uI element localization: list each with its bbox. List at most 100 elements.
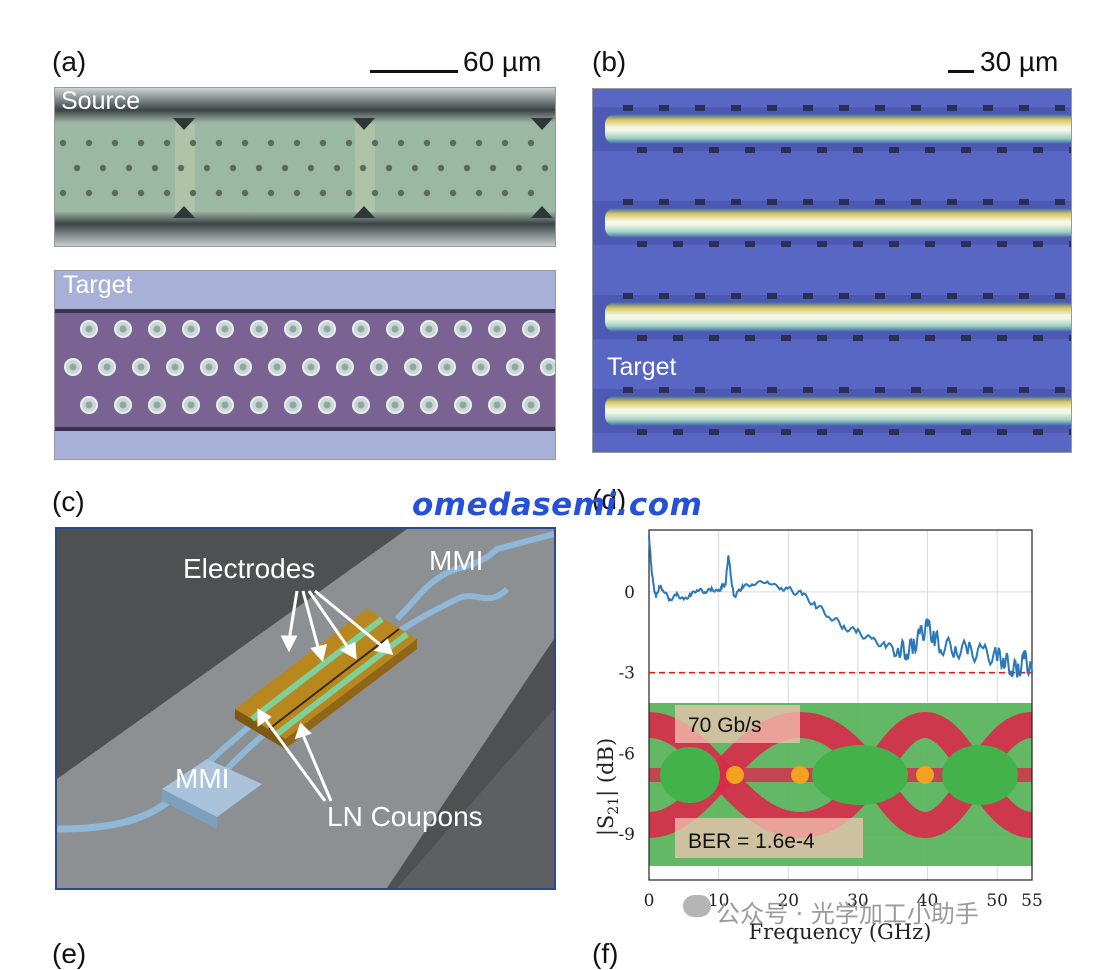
panel-e-label: (e) <box>52 938 87 969</box>
tether-top <box>731 387 741 393</box>
device-rendering-image <box>57 529 554 888</box>
tether-bottom <box>637 335 647 341</box>
source-pad-dot <box>189 139 197 147</box>
tether-top <box>875 199 885 205</box>
target-pad-dot-core <box>221 401 229 409</box>
y-tick-label: 0 <box>624 583 635 603</box>
tether-top <box>911 387 921 393</box>
tether-top <box>911 293 921 299</box>
tether-top <box>983 199 993 205</box>
tether-top <box>623 293 633 299</box>
tether-top <box>803 105 813 111</box>
target-pad-dot-core <box>119 401 127 409</box>
source-pad-dot <box>411 164 419 172</box>
target-micrograph: Target <box>54 270 556 460</box>
tether-top <box>1019 293 1029 299</box>
tether-bottom <box>673 147 683 153</box>
source-pad-dot <box>307 164 315 172</box>
tether-top <box>875 387 885 393</box>
tether-bottom <box>817 241 827 247</box>
tether-top <box>1055 387 1065 393</box>
target-pad-dot-core <box>341 363 349 371</box>
x-tick-label: 10 <box>708 891 730 911</box>
tether-bottom <box>997 147 1007 153</box>
target-pad-dot-core <box>493 401 501 409</box>
tether-bottom <box>889 147 899 153</box>
panel-a-label: (a) <box>52 46 87 77</box>
tether-top <box>623 199 633 205</box>
panel-b-label: (b) <box>592 46 627 77</box>
source-pad-dot <box>85 189 93 197</box>
source-pad-dot <box>215 189 223 197</box>
target-pad-dot-core <box>103 363 111 371</box>
source-pad-dot <box>151 164 159 172</box>
tether-bottom <box>853 147 863 153</box>
panel-b-scalebar <box>948 70 974 73</box>
tether-bottom <box>1069 335 1071 341</box>
source-pad-dot <box>345 139 353 147</box>
tether-bottom <box>709 241 719 247</box>
source-pad-dot <box>137 139 145 147</box>
target-pad-dot-core <box>357 325 365 333</box>
tether-top <box>1055 199 1065 205</box>
mmi-top-label: MMI <box>429 545 484 576</box>
source-pad-dot <box>333 164 341 172</box>
tether-bottom <box>1069 147 1071 153</box>
tether-top <box>767 293 777 299</box>
tether-bottom <box>637 429 647 435</box>
target-pad-dot-core <box>221 325 229 333</box>
x-tick-label: 55 <box>1021 891 1043 911</box>
source-pad-dot <box>281 164 289 172</box>
source-pad-dot <box>99 164 107 172</box>
x-tick-label: 50 <box>986 891 1008 911</box>
source-pad-dot <box>515 164 523 172</box>
tether-bottom <box>817 147 827 153</box>
s21-trace <box>648 535 1033 678</box>
target-label-a: Target <box>63 271 133 299</box>
tether-top <box>947 199 957 205</box>
tether-top <box>839 293 849 299</box>
tether-bottom <box>745 429 755 435</box>
tether-bottom <box>961 429 971 435</box>
tether-top <box>767 199 777 205</box>
tether-bottom <box>853 241 863 247</box>
eye-diagram-inset <box>647 703 1034 866</box>
tether-bottom <box>925 241 935 247</box>
x-tick-label: 30 <box>847 891 869 911</box>
tether-bottom <box>925 147 935 153</box>
source-pad-dot <box>189 189 197 197</box>
target-pad-dot-core <box>493 325 501 333</box>
target-pad-dot-core <box>153 401 161 409</box>
target-micrograph-image <box>55 271 555 459</box>
tether-top <box>803 387 813 393</box>
target-pad-dot-core <box>375 363 383 371</box>
site-watermark: omedasemi.com <box>412 487 703 523</box>
target-pad-dot-core <box>391 325 399 333</box>
target-pad-dot-core <box>205 363 213 371</box>
mmi-bottom-label: MMI <box>175 763 230 794</box>
tether-top <box>659 199 669 205</box>
waveguide-strip <box>605 302 1071 332</box>
source-pad-dot <box>449 189 457 197</box>
tether-top <box>659 293 669 299</box>
x-tick-label: 0 <box>644 891 655 911</box>
wechat-icon <box>683 895 711 917</box>
source-pad-dot <box>423 189 431 197</box>
source-pad-dot <box>241 189 249 197</box>
tether-bottom <box>745 241 755 247</box>
panel-d-label: (d) <box>592 484 627 515</box>
tether-top <box>803 293 813 299</box>
tether-top <box>875 105 885 111</box>
x-tick-label: 40 <box>917 891 939 911</box>
tether-bottom <box>781 429 791 435</box>
tether-top <box>839 387 849 393</box>
tick-labels: 0 10 20 30 40 50 55 0 -3 -6 -9 <box>618 583 1042 911</box>
tether-bottom <box>925 335 935 341</box>
y-axis-label: |S21| (dB) <box>594 738 622 836</box>
electrodes-label: Electrodes <box>183 553 316 584</box>
source-pad-dot <box>501 189 509 197</box>
source-pad-dot <box>255 164 263 172</box>
tether-bottom <box>817 335 827 341</box>
tether-bottom <box>961 241 971 247</box>
source-pad-dot <box>163 139 171 147</box>
